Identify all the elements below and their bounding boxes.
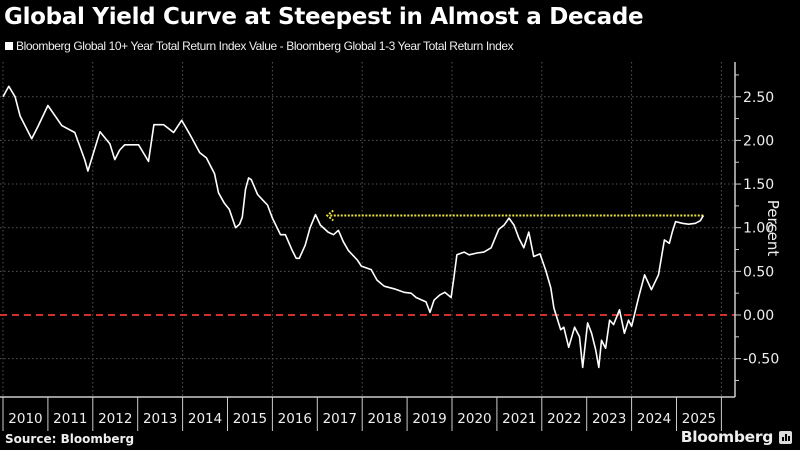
y-tick-label: 1.50 [743,177,774,193]
legend-label: Bloomberg Global 10+ Year Total Return I… [16,39,514,53]
chart-title: Global Yield Curve at Steepest in Almost… [4,4,644,30]
reference-arrow [325,209,704,222]
y-tick-label: 2.00 [743,133,774,149]
x-tick-label: 2018 [367,411,401,427]
x-tick-label: 2021 [502,411,536,427]
brand-text: Bloomberg [680,428,774,446]
y-axis-label: Percent [764,200,782,257]
x-tick-label: 2012 [98,411,132,427]
x-axis-ticks: 2010 2011 2012 2013 2014 2015 2016 2017 2018 2019… [2,397,722,431]
x-tick-label: 2010 [8,411,42,427]
x-tick-label: 2016 [278,411,312,427]
legend-swatch [5,42,13,50]
y-tick-label: 1.00 [743,221,774,237]
x-tick-label: 2019 [412,411,446,427]
y-tick-label: -0.50 [743,352,779,368]
x-tick-label: 2022 [547,411,581,427]
bloomberg-chart-icon [779,430,792,444]
x-tick-label: 2020 [457,411,491,427]
y-tick-label: 0.50 [743,264,774,280]
x-tick-label: 2013 [143,411,177,427]
x-tick-label: 2017 [323,411,357,427]
x-tick-label: 2011 [53,411,87,427]
bloomberg-logo: Bloomberg [681,428,792,446]
x-tick-label: 2025 [682,411,716,427]
legend: Bloomberg Global 10+ Year Total Return I… [5,39,514,53]
axes [0,62,736,398]
gridlines [0,62,735,397]
x-tick-label: 2014 [188,411,222,427]
y-axis-ticks: 2.50 2.00 1.50 1.00 0.50 0.00 -0.50 [735,74,779,381]
x-tick-label: 2023 [592,411,626,427]
series-line [2,85,705,369]
y-tick-label: 2.50 [743,90,774,106]
source-note: Source: Bloomberg [5,432,135,446]
x-tick-label: 2015 [233,411,267,427]
y-tick-label: 0.00 [743,308,774,324]
x-tick-label: 2024 [637,411,671,427]
